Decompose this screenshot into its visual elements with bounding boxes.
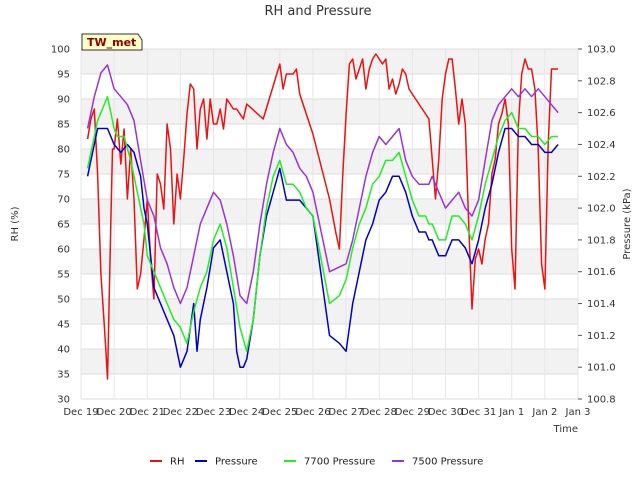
x-tick-label: Dec 28 [362,407,397,418]
plot-band [81,349,578,374]
series-line-7500-pressure [86,64,559,305]
left-tick-label: 90 [57,95,70,106]
chart-title: RH and Pressure [264,4,371,19]
left-tick-label: 95 [57,70,70,81]
right-tick-label: 102.0 [587,204,616,215]
left-axis: 30 35 40 45 50 55 60 65 70 75 80 85 90 95 100 [51,45,70,406]
x-tick-label: Dec 26 [295,407,330,418]
plot-band [81,49,578,74]
right-axis-title: Pressure (kPa) [622,188,633,259]
plot-band [81,99,578,124]
right-tick-label: 101.0 [587,363,616,374]
plot-band [81,324,578,349]
right-tick-label: 102.2 [587,172,616,183]
plot-band [81,174,578,199]
x-tick-label: Dec 23 [196,407,231,418]
plot-band [81,149,578,174]
left-tick-label: 55 [57,270,70,281]
x-tick-label: Dec 27 [328,407,363,418]
legend-label: RH [170,457,184,468]
left-tick-label: 60 [57,245,70,256]
left-tick-label: 50 [57,295,70,306]
right-tick-label: 101.4 [587,299,616,310]
x-tick-label: Dec 29 [395,407,430,418]
x-tick-label: Dec 22 [163,407,198,418]
series-lines [86,53,559,380]
left-tick-label: 35 [57,370,70,381]
legend-label: 7500 Pressure [412,457,483,468]
right-tick-label: 102.8 [587,76,616,87]
plot-band [81,74,578,99]
left-tick-label: 45 [57,320,70,331]
left-tick-label: 75 [57,170,70,181]
site-badge: TW_met [81,33,143,51]
left-tick-label: 65 [57,220,70,231]
right-tick-label: 102.4 [587,140,616,151]
right-tick-label: 103.0 [587,45,616,56]
right-tick-label: 101.2 [587,331,616,342]
legend-label: Pressure [215,457,258,468]
right-tick-label: 101.8 [587,235,616,246]
right-tick-label: 101.6 [587,267,616,278]
right-axis: 100.8 101.0 101.2 101.4 101.6 101.8 102.0 102.2… [578,45,616,406]
legend-label: 7700 Pressure [304,457,375,468]
x-tick-label: Dec 31 [461,407,496,418]
x-tick-label: Dec 30 [428,407,463,418]
right-tick-label: 100.8 [587,395,616,406]
left-tick-label: 100 [51,45,70,56]
x-tick-label: Dec 24 [229,407,264,418]
left-tick-label: 80 [57,145,70,156]
plot-band [81,274,578,299]
legend: RH Pressure 7700 Pressure 7500 Pressure [150,457,483,468]
x-tick-label: Jan 1 [498,407,524,418]
left-tick-label: 85 [57,120,70,131]
badge-label: TW_met [87,36,136,49]
right-tick-label: 102.6 [587,108,616,119]
left-tick-label: 40 [57,345,70,356]
badge-box [81,33,143,51]
plot-band [81,124,578,149]
x-tick-label: Jan 2 [531,407,557,418]
x-tick-label: Dec 21 [130,407,165,418]
series-line-7700-pressure [86,95,559,353]
x-tick-label: Dec 25 [262,407,297,418]
series-line-pressure [86,127,559,368]
left-tick-label: 30 [57,395,70,406]
left-tick-label: 70 [57,195,70,206]
plot-band [81,374,578,399]
plot-band [81,224,578,249]
x-tick-label: Dec 19 [63,407,98,418]
x-tick-label: Jan 3 [565,407,591,418]
x-tick-label: Dec 20 [97,407,132,418]
x-axis-title: Time [553,424,578,435]
left-axis-title: RH (%) [10,206,21,241]
